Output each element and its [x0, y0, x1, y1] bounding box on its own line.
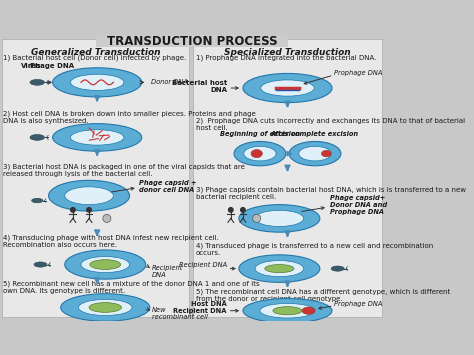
Text: 4) Transducing phage with host DNA infest new recipient cell.
Recombination also: 4) Transducing phage with host DNA infes… — [3, 235, 219, 248]
Ellipse shape — [71, 130, 124, 145]
Ellipse shape — [32, 198, 43, 203]
Text: 4) Transduced phage is transferred to a new cell and recombination
occurs.: 4) Transduced phage is transferred to a … — [196, 243, 433, 256]
Text: 5) The recombinant cell DNA has a different genotype, which is different
from th: 5) The recombinant cell DNA has a differ… — [196, 289, 450, 302]
Text: Recipient DNA: Recipient DNA — [180, 262, 228, 268]
Circle shape — [103, 214, 111, 223]
Text: 3) Phage capsids contain bacterial host DNA, which is is transferred to a new
ba: 3) Phage capsids contain bacterial host … — [196, 186, 466, 200]
Text: Host DNA
Recipient DNA: Host DNA Recipient DNA — [173, 301, 227, 314]
Text: New
recombinant cell: New recombinant cell — [152, 307, 208, 321]
Text: Prophage DNA: Prophage DNA — [335, 70, 383, 76]
Text: TRANSDUCTION PROCESS: TRANSDUCTION PROCESS — [107, 34, 277, 48]
Ellipse shape — [49, 180, 129, 211]
Text: Donor DNA: Donor DNA — [151, 80, 188, 85]
Text: 2) Host cell DNA is broken down into smaller pieces. Proteins and phage
DNA is a: 2) Host cell DNA is broken down into sma… — [3, 111, 256, 124]
Ellipse shape — [251, 149, 263, 158]
Ellipse shape — [243, 299, 332, 323]
FancyBboxPatch shape — [1, 39, 190, 317]
Text: 1) Bacterial host cell (Donor cell) infected by phage.: 1) Bacterial host cell (Donor cell) infe… — [3, 55, 186, 61]
Circle shape — [241, 208, 245, 212]
Text: 3) Bacterial host DNA is packaged in one of the viral capsids that are
released : 3) Bacterial host DNA is packaged in one… — [3, 163, 245, 177]
Ellipse shape — [30, 80, 45, 85]
Circle shape — [87, 208, 91, 212]
FancyBboxPatch shape — [193, 39, 382, 317]
Text: Generalized Transduction: Generalized Transduction — [31, 48, 160, 58]
Ellipse shape — [53, 68, 142, 97]
Ellipse shape — [65, 187, 113, 204]
Ellipse shape — [302, 307, 315, 314]
Ellipse shape — [265, 264, 294, 273]
Ellipse shape — [299, 146, 331, 161]
Text: Phage capsid+
Donor DNA and
Prophage DNA: Phage capsid+ Donor DNA and Prophage DNA — [329, 196, 387, 215]
Ellipse shape — [79, 299, 132, 316]
Ellipse shape — [273, 307, 302, 315]
Ellipse shape — [321, 151, 331, 157]
Ellipse shape — [244, 146, 276, 161]
Ellipse shape — [30, 135, 45, 140]
Ellipse shape — [239, 255, 320, 282]
Text: Virus: Virus — [20, 64, 41, 69]
Text: Beginning of excision: Beginning of excision — [220, 131, 300, 137]
Ellipse shape — [243, 73, 332, 103]
Ellipse shape — [71, 74, 124, 91]
Ellipse shape — [289, 141, 341, 166]
FancyBboxPatch shape — [96, 36, 288, 47]
Text: Bacterial host
DNA: Bacterial host DNA — [172, 80, 228, 93]
Circle shape — [253, 214, 261, 223]
Text: 2)  Prophage DNA cuts incorrectly and exchanges its DNA to that of bacterial
hos: 2) Prophage DNA cuts incorrectly and exc… — [196, 117, 465, 131]
Ellipse shape — [331, 266, 344, 271]
Text: Phage DNA: Phage DNA — [30, 64, 74, 69]
Ellipse shape — [81, 256, 129, 273]
Ellipse shape — [90, 260, 121, 269]
Ellipse shape — [260, 304, 315, 318]
Ellipse shape — [261, 80, 314, 96]
Ellipse shape — [89, 302, 121, 312]
Ellipse shape — [65, 250, 146, 279]
Ellipse shape — [239, 204, 320, 232]
Text: 5) Recombinant new cell has a mixture of the donor DNA 1 and one of its
own DNA.: 5) Recombinant new cell has a mixture of… — [3, 281, 260, 294]
Ellipse shape — [255, 210, 304, 226]
Ellipse shape — [255, 261, 304, 277]
Ellipse shape — [234, 141, 286, 166]
Ellipse shape — [53, 124, 142, 151]
Circle shape — [71, 208, 75, 212]
Ellipse shape — [61, 294, 150, 321]
Text: Specialized Transduction: Specialized Transduction — [224, 48, 351, 58]
Text: Prophage DNA: Prophage DNA — [335, 301, 383, 307]
Text: Recipient
DNA: Recipient DNA — [152, 264, 183, 278]
Text: Phage capsid +
donor cell DNA: Phage capsid + donor cell DNA — [139, 180, 197, 192]
Text: After complete excision: After complete excision — [271, 131, 359, 137]
Circle shape — [228, 208, 233, 212]
Ellipse shape — [34, 262, 47, 267]
Text: 1) Prophage DNA integrated into the bacterial DNA.: 1) Prophage DNA integrated into the bact… — [196, 55, 376, 61]
